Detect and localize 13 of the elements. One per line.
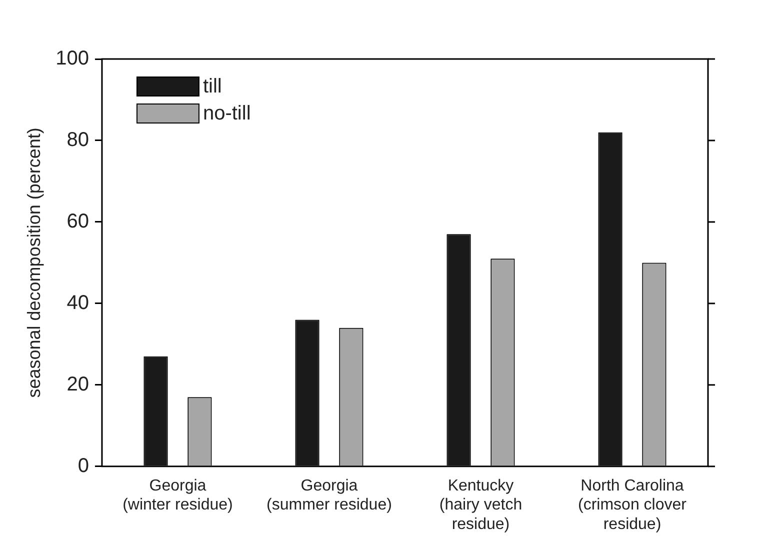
y-tick-label: 20 bbox=[66, 373, 89, 396]
x-tick-label: Georgia (winter residue) bbox=[122, 477, 233, 514]
legend-label: till bbox=[202, 76, 222, 98]
legend-label: no-till bbox=[202, 102, 251, 125]
y-tick-label: 40 bbox=[66, 292, 89, 314]
x-tick-label: Kentucky (hairy vetch residue) bbox=[439, 477, 522, 533]
y-tick-label: 80 bbox=[66, 128, 89, 151]
x-tick-label: Georgia (summer residue) bbox=[266, 477, 392, 514]
y-tick-label: 100 bbox=[56, 48, 89, 70]
y-tick-label: 0 bbox=[78, 454, 89, 477]
x-tick-label: North Carolina (crimson clover residue) bbox=[578, 477, 688, 533]
y-axis-title: seasonal decomposition (percent) bbox=[24, 128, 44, 398]
y-tick-label: 60 bbox=[66, 210, 89, 232]
